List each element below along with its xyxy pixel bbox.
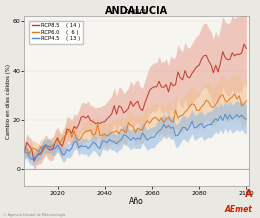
X-axis label: Año: Año bbox=[129, 197, 144, 206]
Text: A: A bbox=[245, 189, 252, 199]
Legend: RCP8.5    ( 14 ), RCP6.0    (  6 ), RCP4.5    ( 13 ): RCP8.5 ( 14 ), RCP6.0 ( 6 ), RCP4.5 ( 13… bbox=[29, 21, 83, 44]
Text: ANUAL: ANUAL bbox=[125, 10, 148, 15]
Y-axis label: Cambio en días cálidos (%): Cambio en días cálidos (%) bbox=[5, 64, 11, 139]
Text: AEmet: AEmet bbox=[224, 205, 252, 214]
Text: © Agencia Estatal de Meteorología: © Agencia Estatal de Meteorología bbox=[3, 213, 65, 217]
Title: ANDALUCIA: ANDALUCIA bbox=[105, 5, 168, 15]
